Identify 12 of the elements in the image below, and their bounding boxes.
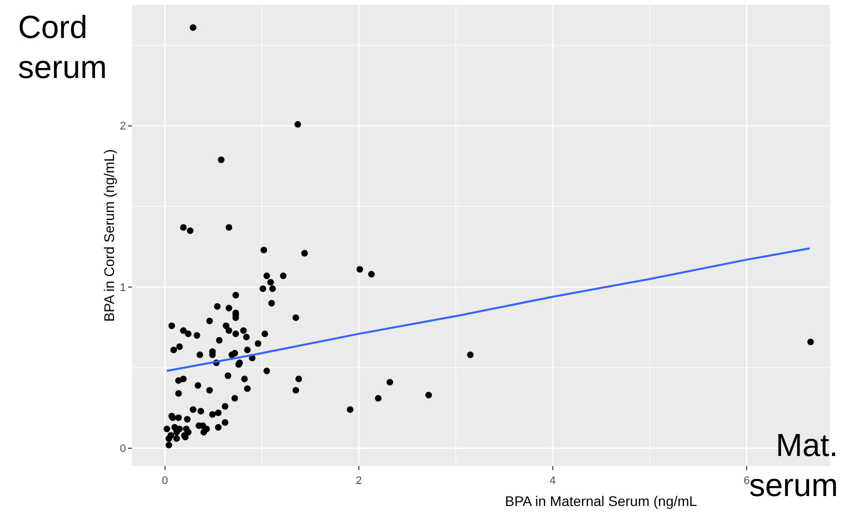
x-axis-title: BPA in Maternal Serum (ng/mL [505,493,698,509]
line-series [166,247,811,372]
y-tick-label: 1 [120,282,126,294]
x-tick-label: 0 [162,475,168,487]
y-tick-label: 2 [120,120,126,133]
text: Cord serum [18,9,107,85]
x-tick-label: 2 [356,475,362,487]
y-axis-title: BPA in Cord Serum (ng/mL) [101,149,117,322]
x-tick-label: 6 [744,475,750,487]
y-tick-label: 0 [120,443,126,456]
x-tick-label: 4 [550,475,556,487]
annotation: Mat. serum [749,427,838,503]
